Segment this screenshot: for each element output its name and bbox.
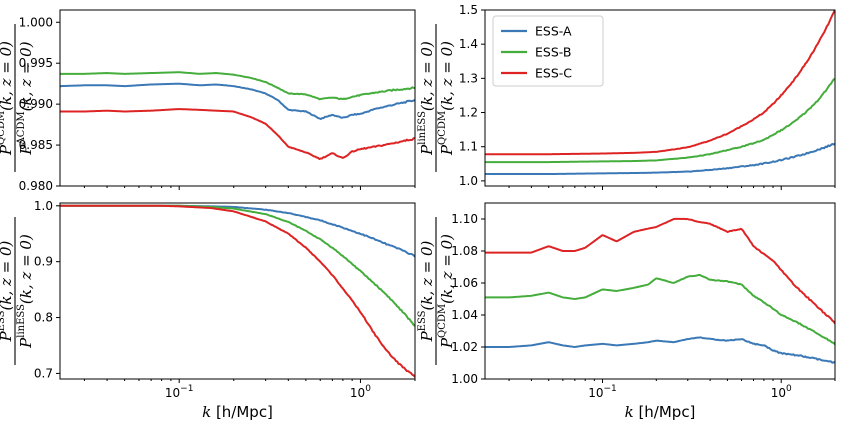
series-line-ess-b [485,273,835,346]
series-line-ess-b [60,71,415,101]
x-tick-label: 10−1 [165,384,194,400]
panel-bottom-left: 0.7 0.8 0.9 1.0 10−1 100 k [h/Mpc] PESS(k, z = … [0,199,416,421]
y-tick-label: 1.10 [451,212,478,226]
y-tick-label: 0.7 [34,366,53,380]
svg-text:PlinESS(k, z = 0): PlinESS(k, z = 0) [16,234,35,349]
axes-frame [59,9,416,187]
svg-text:PQCDM(k, z = 0): PQCDM(k, z = 0) [0,41,15,156]
x-axis-label: k [h/Mpc] [202,403,273,421]
svg-text:PQCDM(k, z = 0): PQCDM(k, z = 0) [437,234,456,349]
series-line-ess-b [60,204,415,328]
y-tick-label: 1.3 [459,71,478,85]
series-line-ess-c [60,204,415,378]
y-axis-label: PQCDM(k, z = 0)PΛCDM(k, z = 0) [0,24,35,172]
y-tick-label: 0.990 [19,97,53,111]
y-tick-label: 1.2 [459,106,478,120]
y-axis-label: PlinESS(k, z = 0)PQCDM(k, z = 0) [417,24,456,172]
legend-label-ess-c: ESS-C [535,66,572,81]
x-tick-label: 100 [350,384,371,400]
axes-frame [484,202,836,380]
series-line-ess-b [485,77,835,164]
legend: ESS-A ESS-B ESS-C [492,15,604,87]
series-group [485,10,835,176]
x-tick-label: 10−1 [588,384,617,400]
y-tick-label: 1.0 [34,199,53,213]
y-tick-label: 1.00 [451,372,478,386]
y-tick-label: 1.0 [459,174,478,188]
legend-box [492,15,604,87]
y-tick-label: 0.9 [34,255,53,269]
x-tick-label: 100 [771,384,792,400]
series-group [485,217,835,364]
y-tick-label: 1.4 [459,37,478,51]
svg-text:PΛCDM(k, z = 0): PΛCDM(k, z = 0) [16,41,35,155]
y-tick-label: 1.06 [451,276,478,290]
y-tick-label: 1.5 [459,3,478,17]
axes-frame [59,202,416,380]
y-axis-label: PESS(k, z = 0)PlinESS(k, z = 0) [0,217,35,365]
panel-bottom-right: 1.00 1.02 1.04 1.06 1.08 1.10 10−1 100 k [h/Mpc]… [417,202,836,421]
series-line-ess-a [60,82,415,120]
y-tick-label: 0.985 [19,138,53,152]
axes-frame [484,9,836,187]
series-group [60,204,415,378]
y-tick-label: 1.1 [459,140,478,154]
y-tick-label: 1.02 [451,340,478,354]
svg-text:PESS(k, z = 0): PESS(k, z = 0) [0,240,15,342]
series-group [60,71,415,161]
svg-text:PQCDM(k, z = 0): PQCDM(k, z = 0) [437,41,456,156]
y-tick-label: 1.04 [451,308,478,322]
y-axis-label: PESS(k, z = 0)PQCDM(k, z = 0) [417,217,456,365]
y-tick-label: 0.980 [19,179,53,193]
svg-text:PlinESS(k, z = 0): PlinESS(k, z = 0) [417,41,436,156]
svg-text:PESS(k, z = 0): PESS(k, z = 0) [417,240,436,342]
series-line-ess-c [485,10,835,156]
series-line-ess-a [485,336,835,364]
y-tick-label: 0.8 [34,311,53,325]
legend-label-ess-a: ESS-A [535,24,572,39]
legend-label-ess-b: ESS-B [535,45,571,60]
x-axis-label: k [h/Mpc] [625,403,696,421]
series-line-ess-c [60,108,415,161]
y-tick-label: 1.000 [19,15,53,29]
series-line-ess-c [485,217,835,325]
y-tick-label: 1.08 [451,244,478,258]
series-line-ess-a [485,142,835,176]
y-tick-label: 0.995 [19,56,53,70]
